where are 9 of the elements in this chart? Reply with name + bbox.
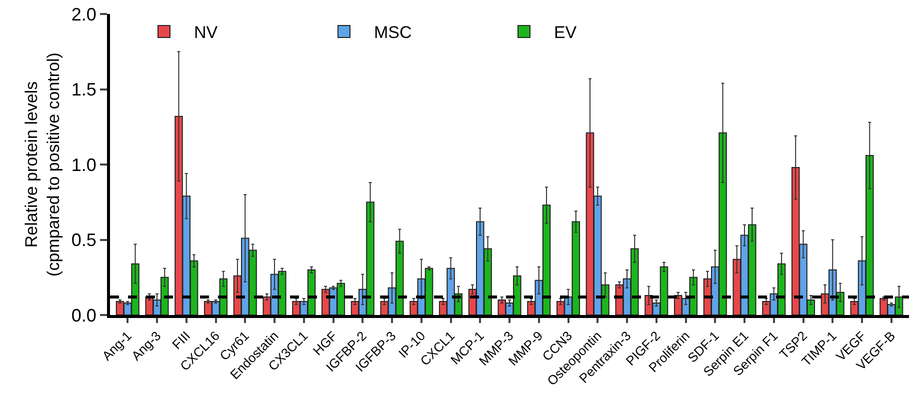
- y-tick-label: 0.0: [71, 305, 96, 326]
- legend-label: NV: [194, 23, 218, 42]
- y-tick-label: 1.0: [71, 154, 96, 175]
- y-axis-title: Relative protein levels (cpmpared to positive control): [22, 52, 63, 276]
- y-tick-label: 2.0: [71, 4, 96, 24]
- y-tick-label: 0.5: [71, 230, 96, 250]
- legend-label: EV: [554, 23, 578, 42]
- legend-label: MSC: [374, 23, 412, 42]
- y-tick-label: 1.5: [71, 80, 96, 100]
